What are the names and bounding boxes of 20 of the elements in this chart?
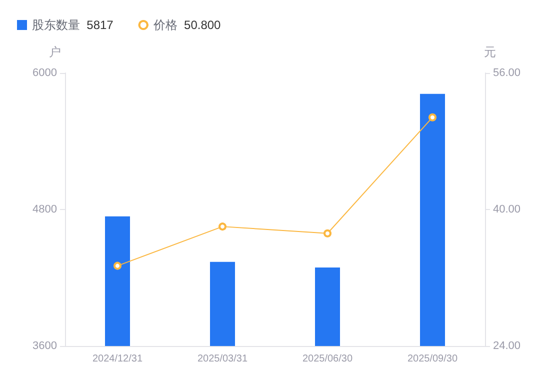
point	[324, 229, 332, 238]
text: 50.800	[184, 18, 222, 32]
y2-tick-label: 24.00	[493, 340, 521, 352]
y2-tick-label: 40.00	[493, 204, 521, 216]
y2-axis-title: 元	[484, 45, 496, 59]
legend-label: 价格	[152, 18, 178, 32]
y-axis-title: 户	[49, 45, 61, 59]
x-tick-label: 2025/06/30	[302, 354, 353, 364]
point	[218, 222, 226, 231]
y-tick-label: 3600	[32, 340, 57, 352]
y2-tick-label: 56.00	[493, 67, 521, 79]
x-tick-label: 2025/03/31	[197, 354, 248, 364]
y-tick-label: 4800	[32, 204, 57, 216]
point	[114, 262, 122, 270]
text: 5817	[86, 18, 114, 32]
x-tick-label: 2025/09/30	[407, 354, 458, 364]
x-tick-label: 2024/12/31	[92, 354, 143, 364]
y-tick-label: 6000	[32, 67, 57, 79]
legend-label: 股东数量	[32, 18, 80, 32]
point	[428, 113, 436, 122]
